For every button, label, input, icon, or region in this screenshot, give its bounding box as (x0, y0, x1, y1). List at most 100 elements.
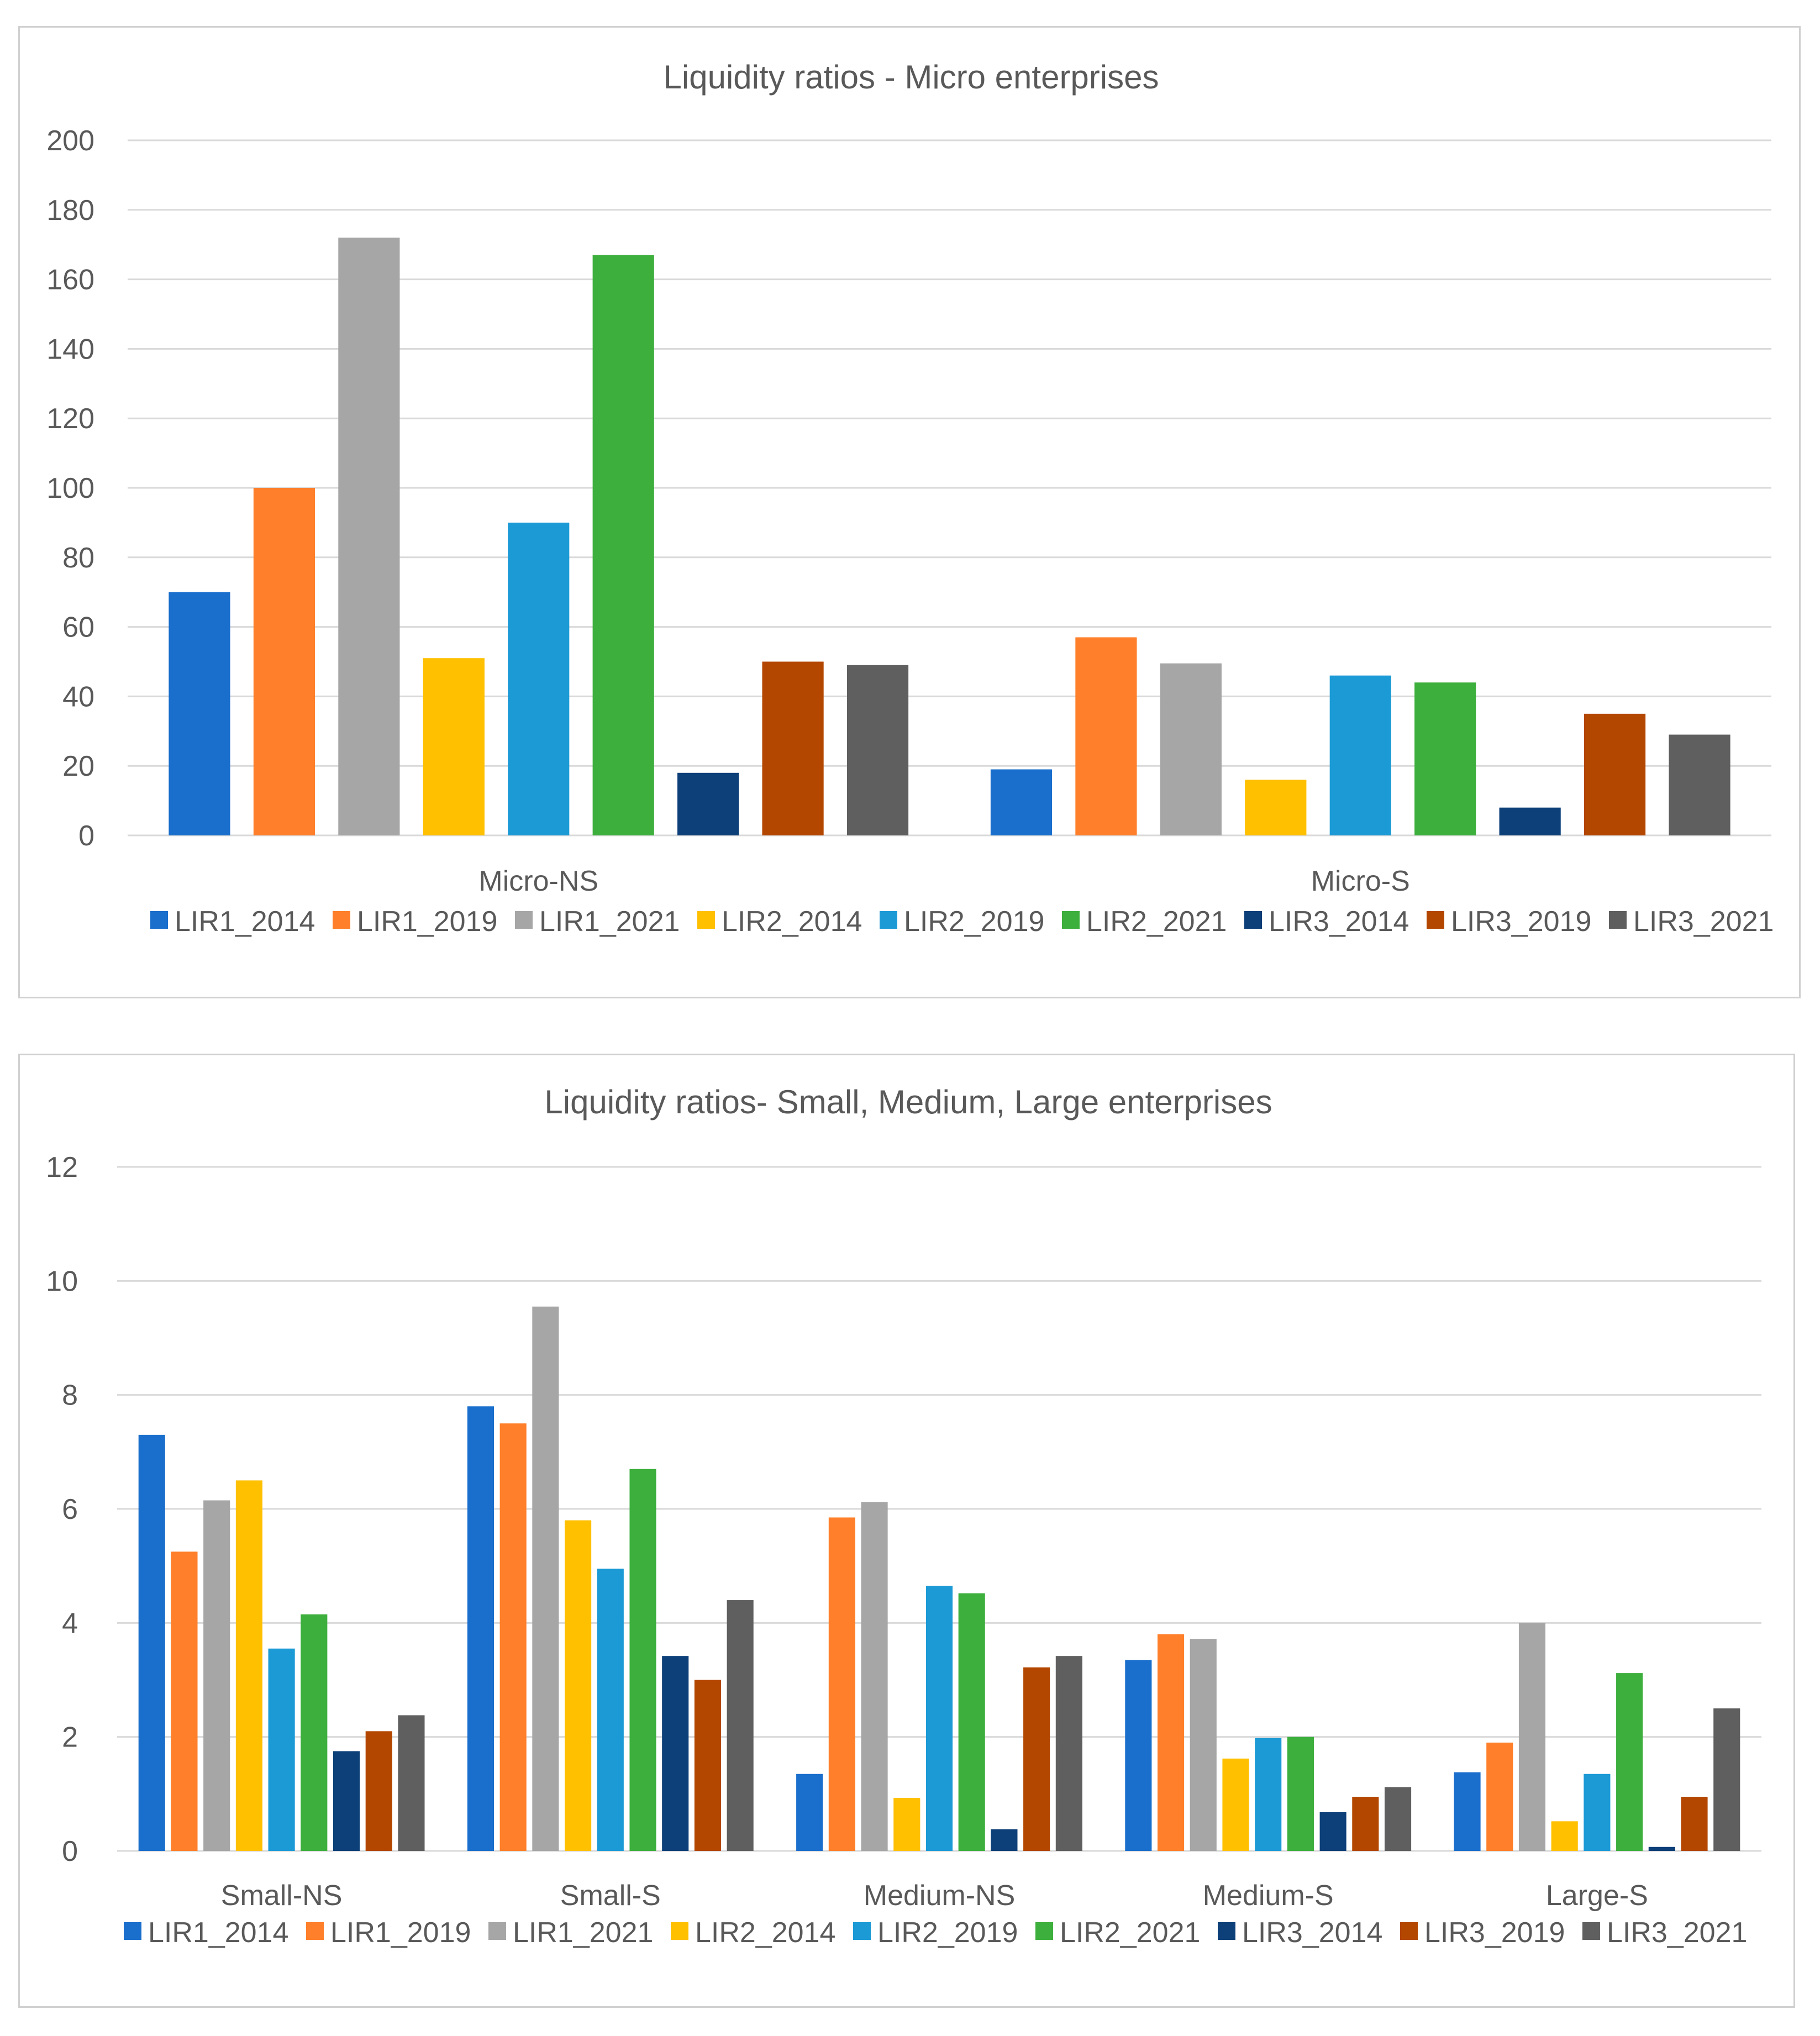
bar-lir2-2019-medium-ns (925, 1586, 953, 1851)
y-tick-label: 10 (46, 1265, 78, 1297)
bar-lir2-2019-small-s (597, 1569, 624, 1851)
category-label: Small-S (560, 1880, 661, 1912)
legend-swatch (880, 911, 897, 929)
bar-lir2-2014-micro-ns (423, 658, 485, 835)
y-tick-label: 8 (62, 1380, 78, 1412)
legend-swatch (697, 911, 715, 929)
bar-lir3-2019-small-s (694, 1680, 721, 1851)
bar-lir3-2021-micro-ns (846, 665, 909, 835)
bar-lir1-2019-small-s (499, 1423, 527, 1851)
legend-swatch (1062, 911, 1080, 929)
bar-lir2-2019-large-s (1584, 1774, 1611, 1851)
legend-label: LIR1_2014 (175, 906, 315, 938)
y-tick-label: 160 (46, 264, 94, 296)
y-tick-label: 180 (46, 194, 94, 227)
bar-lir2-2014-medium-ns (893, 1798, 920, 1851)
y-tick-label: 0 (78, 820, 94, 852)
bar-lir2-2021-micro-ns (592, 255, 654, 835)
legend-swatch (853, 1922, 871, 1940)
bar-lir2-2021-small-s (629, 1469, 656, 1851)
legend-label: LIR2_2021 (1086, 906, 1227, 938)
bar-lir2-2019-medium-s (1255, 1738, 1282, 1851)
bar-lir2-2019-micro-ns (508, 522, 570, 835)
legend-swatch (671, 1922, 688, 1940)
legend: LIR1_2014 LIR1_2019 LIR1_2021 LIR2_2014 LIR2… (150, 906, 1774, 938)
chart-panel-small-medium-large: Liquidity ratios- Small, Medium, Large e… (18, 1054, 1795, 2008)
category-label: Micro-NS (478, 865, 598, 897)
bar-lir1-2021-small-ns (203, 1500, 230, 1851)
y-tick-label: 0 (62, 1835, 78, 1867)
legend-label: LIR2_2019 (877, 1917, 1018, 1949)
y-tick-label: 120 (46, 403, 94, 435)
legend-label: LIR1_2019 (357, 906, 497, 938)
legend-label: LIR2_2021 (1060, 1917, 1200, 1949)
y-tick-label: 20 (62, 750, 94, 782)
legend-label: LIR3_2019 (1451, 906, 1591, 938)
legend-swatch (306, 1922, 324, 1940)
category-label: Medium-S (1203, 1880, 1334, 1912)
legend-swatch (1582, 1922, 1600, 1940)
bar-lir1-2021-large-s (1518, 1623, 1546, 1851)
y-tick-label: 140 (46, 333, 94, 365)
bar-lir1-2014-small-ns (138, 1434, 165, 1851)
bar-lir3-2014-micro-s (1499, 807, 1561, 835)
y-tick-label: 80 (62, 542, 94, 574)
bars (169, 238, 1730, 835)
category-label: Small-NS (221, 1880, 343, 1912)
bar-lir2-2014-small-s (565, 1520, 592, 1851)
bar-lir1-2021-medium-ns (861, 1502, 888, 1851)
bar-lir1-2019-large-s (1486, 1742, 1513, 1851)
legend: LIR1_2014 LIR1_2019 LIR1_2021 LIR2_2014 LIR2… (124, 1917, 1747, 1949)
legend-swatch (1609, 911, 1627, 929)
bar-lir2-2021-medium-ns (958, 1593, 985, 1851)
gridlines: 0 20 40 60 80 100 120 140 160 180 200 (46, 125, 1771, 852)
legend-swatch (1218, 1922, 1235, 1940)
y-tick-label: 2 (62, 1722, 78, 1754)
legend-swatch (333, 911, 350, 929)
bar-lir3-2014-small-s (662, 1656, 689, 1851)
bar-lir1-2019-micro-s (1075, 637, 1137, 835)
bar-lir2-2014-small-ns (235, 1480, 262, 1851)
legend-label: LIR2_2014 (695, 1917, 835, 1949)
legend-label: LIR1_2019 (330, 1917, 471, 1949)
bar-lir3-2014-medium-s (1319, 1812, 1346, 1851)
legend-swatch (515, 911, 533, 929)
bar-lir3-2019-micro-s (1584, 713, 1646, 835)
y-tick-label: 6 (62, 1493, 78, 1525)
legend-swatch (488, 1922, 506, 1940)
bar-lir1-2019-small-ns (171, 1551, 198, 1851)
legend-label: LIR3_2019 (1424, 1917, 1565, 1949)
bar-lir3-2014-small-ns (333, 1751, 360, 1851)
bar-lir1-2014-large-s (1454, 1772, 1481, 1851)
bar-lir3-2021-medium-s (1384, 1787, 1412, 1851)
bar-lir2-2021-micro-s (1414, 682, 1476, 835)
y-tick-label: 4 (62, 1607, 78, 1639)
bar-lir3-2014-large-s (1648, 1846, 1675, 1851)
bar-lir3-2021-large-s (1713, 1708, 1740, 1851)
bar-lir2-2014-micro-s (1245, 780, 1307, 835)
bar-lir1-2014-micro-s (990, 769, 1053, 835)
category-label: Medium-NS (864, 1880, 1016, 1912)
category-label: Large-S (1546, 1880, 1648, 1912)
legend-swatch (124, 1922, 141, 1940)
bar-lir1-2021-micro-ns (338, 238, 400, 835)
legend-label: LIR1_2021 (513, 1917, 653, 1949)
bar-lir3-2014-medium-ns (991, 1829, 1018, 1851)
bar-lir2-2014-large-s (1551, 1821, 1578, 1851)
bar-lir3-2021-small-ns (398, 1715, 425, 1851)
legend-swatch (1244, 911, 1262, 929)
legend-swatch (1400, 1922, 1418, 1940)
bar-lir3-2021-small-s (727, 1600, 754, 1851)
y-tick-label: 200 (46, 125, 94, 157)
bar-lir1-2014-micro-ns (169, 592, 230, 835)
bar-lir3-2019-small-ns (365, 1731, 392, 1851)
legend-label: LIR3_2014 (1269, 906, 1409, 938)
chart-small-medium-large-enterprises: Liquidity ratios- Small, Medium, Large e… (46, 1083, 1761, 1949)
y-tick-label: 60 (62, 612, 94, 644)
y-tick-label: 40 (62, 681, 94, 713)
category-labels: Small-NS Small-S Medium-NS Medium-S Large-S (221, 1880, 1648, 1912)
bar-lir1-2019-micro-ns (253, 488, 315, 835)
category-label: Micro-S (1311, 865, 1410, 897)
category-labels: Micro-NS Micro-S (478, 865, 1409, 897)
bar-lir2-2019-small-ns (268, 1648, 295, 1851)
